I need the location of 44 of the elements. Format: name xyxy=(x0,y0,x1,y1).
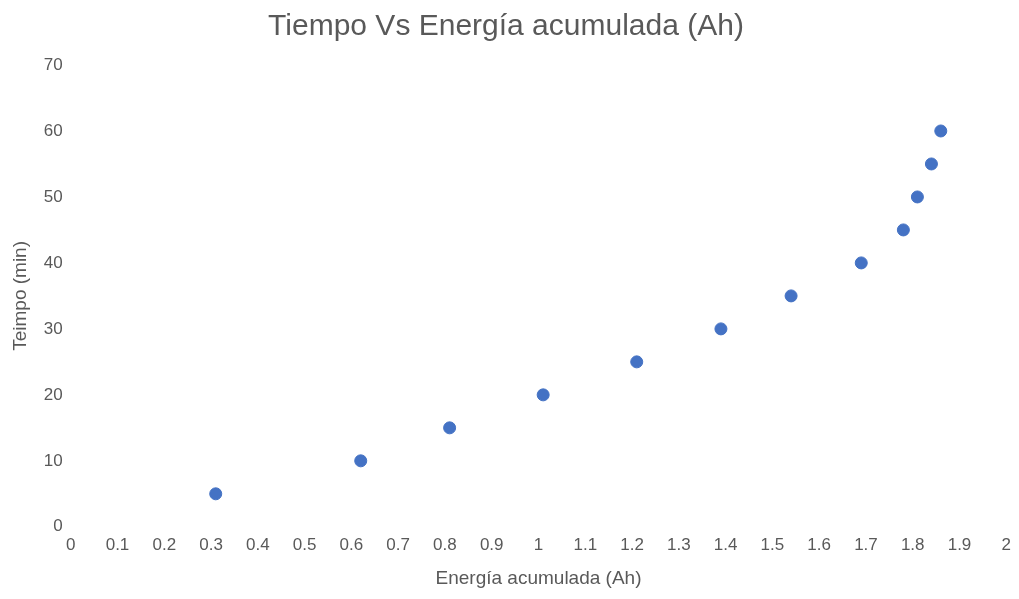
y-tick-label: 50 xyxy=(43,186,63,206)
x-tick-label: 1.2 xyxy=(620,534,644,554)
x-tick-label: 1.5 xyxy=(760,534,785,554)
point xyxy=(924,157,938,171)
chart-title: Tiempo Vs Energía acumulada (Ah) xyxy=(268,8,744,42)
x-tick-label: 1.9 xyxy=(947,534,972,554)
point xyxy=(896,223,910,237)
y-tick-label: 60 xyxy=(43,120,63,140)
y-axis-title: Teimpo (min) xyxy=(8,240,30,351)
point xyxy=(910,190,924,204)
x-tick-label: 1.1 xyxy=(573,534,598,554)
x-tick-label: 1.7 xyxy=(854,534,878,554)
point xyxy=(354,454,368,468)
x-tick-label: 1.4 xyxy=(713,534,738,554)
x-axis-title: Energía acumulada (Ah) xyxy=(435,566,642,588)
y-tick-label: 20 xyxy=(43,384,63,404)
y-tick-label: 10 xyxy=(43,450,63,470)
x-tick-label: 0.9 xyxy=(479,534,504,554)
x-tick-label: 1 xyxy=(533,534,544,554)
x-tick-label: 2 xyxy=(1001,534,1012,554)
x-tick-label: 1.8 xyxy=(900,534,925,554)
y-tick-label: 40 xyxy=(43,252,63,272)
x-tick-label: 0.8 xyxy=(433,534,457,554)
x-tick-label: 1.3 xyxy=(667,534,691,554)
x-tick-label: 0.4 xyxy=(246,534,270,554)
point xyxy=(784,289,798,303)
point xyxy=(630,355,644,369)
point xyxy=(934,124,948,138)
x-tick-label: 0.2 xyxy=(152,534,177,554)
y-tick-label: 30 xyxy=(43,318,63,338)
x-tick-label: 1.6 xyxy=(807,534,831,554)
x-tick-label: 0.5 xyxy=(292,534,317,554)
x-tick-label: 0.6 xyxy=(339,534,364,554)
point xyxy=(443,421,457,435)
point xyxy=(714,322,728,336)
x-tick-label: 0.3 xyxy=(199,534,223,554)
point xyxy=(854,256,868,270)
point xyxy=(536,388,550,402)
x-tick-label: 0.7 xyxy=(386,534,410,554)
x-tick-label: 0 xyxy=(65,534,76,554)
point xyxy=(209,487,223,501)
x-tick-label: 0.1 xyxy=(105,534,130,554)
y-tick-label: 70 xyxy=(43,54,63,74)
y-tick-label: 0 xyxy=(53,516,63,536)
